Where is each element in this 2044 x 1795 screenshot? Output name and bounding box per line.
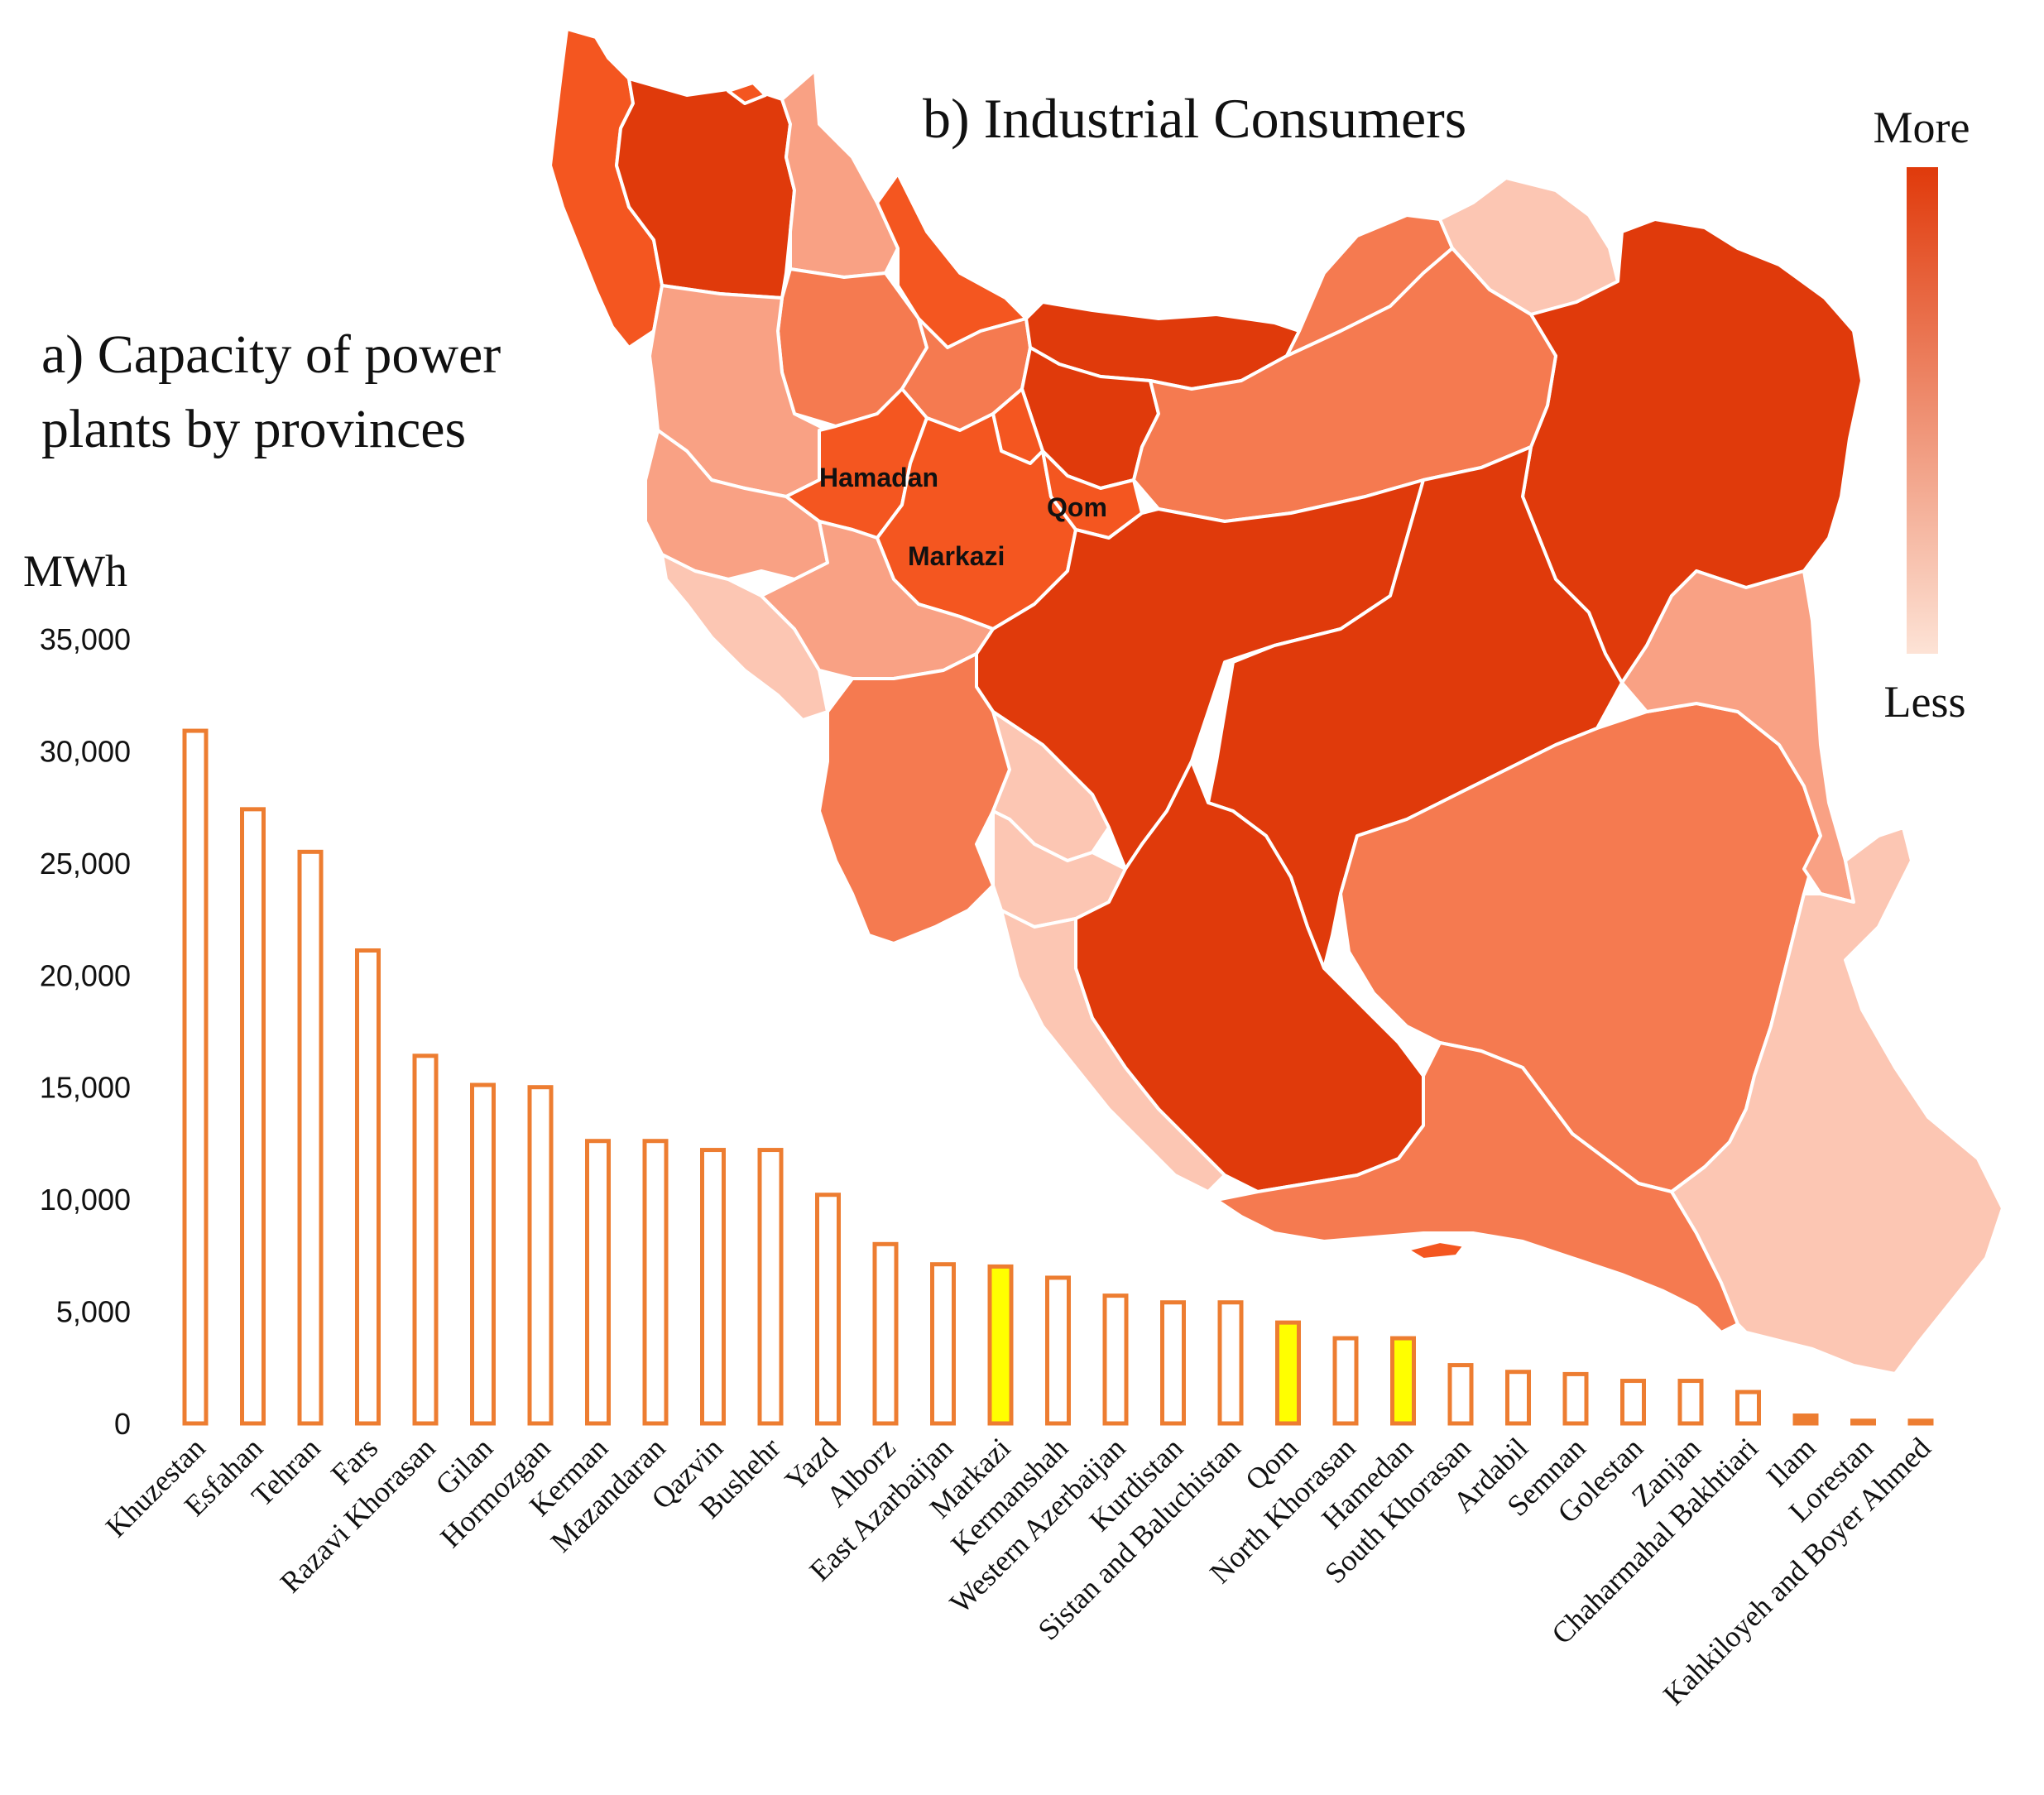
- bar-alborz: [872, 1241, 899, 1426]
- bar-kurdistan: [1160, 1300, 1186, 1426]
- y-axis-ticks: 0 5,000 10,000 15,000 20,000 25,000 30,000 35,0…: [40, 622, 131, 1441]
- province-ilam: [660, 553, 829, 722]
- bar-series: [182, 728, 1934, 1426]
- bar-kerman: [585, 1139, 611, 1426]
- bar-western-azerbaijan: [1102, 1293, 1129, 1426]
- bar-razavi-khorasan: [412, 1053, 439, 1426]
- bar-qazvin: [700, 1148, 726, 1426]
- y-tick-label: 20,000: [40, 958, 131, 992]
- bar-yazd: [815, 1193, 841, 1426]
- bar-gilan: [470, 1082, 496, 1426]
- bar-zanjan: [1677, 1379, 1704, 1426]
- bar-sistan-and-baluchistan: [1217, 1300, 1244, 1426]
- bar-markazi: [987, 1264, 1014, 1426]
- bar-chaharmahal-bakhtiari: [1735, 1389, 1761, 1426]
- iran-province-map: Hamadan Qom Markazi: [549, 27, 2004, 1375]
- y-tick-label: 25,000: [40, 847, 131, 881]
- bar-esfahan: [240, 807, 266, 1426]
- bar-semnan: [1562, 1371, 1589, 1426]
- y-tick-label: 30,000: [40, 734, 131, 768]
- bar-kahkiloyeh-and-boyer-ahmed: [1907, 1418, 1934, 1426]
- bar-bushehr: [757, 1148, 784, 1426]
- map-label-qom: Qom: [1047, 492, 1107, 522]
- legend-color-bar: [1907, 167, 1938, 654]
- chart-title: a) Capacity of power plants by provinces: [41, 324, 501, 459]
- bar-khuzestan: [182, 728, 209, 1426]
- island-qeshm: [1405, 1240, 1466, 1261]
- bar-hormozgan: [527, 1085, 554, 1426]
- map-label-hamadan: Hamadan: [819, 463, 938, 492]
- y-tick-label: 0: [114, 1407, 131, 1441]
- bar-mazandaran: [642, 1139, 669, 1426]
- y-axis-label: MWh: [23, 546, 127, 596]
- y-tick-label: 10,000: [40, 1183, 131, 1217]
- bar-fars: [355, 948, 381, 1426]
- province-ardabil: [780, 69, 900, 279]
- bar-tehran: [297, 849, 324, 1426]
- y-tick-label: 5,000: [56, 1295, 131, 1329]
- bar-hamedan: [1390, 1336, 1416, 1426]
- bar-north-khorasan: [1332, 1336, 1359, 1426]
- province-semnan: [1132, 247, 1557, 523]
- bar-kermanshah: [1045, 1275, 1071, 1426]
- legend-more-label: More: [1874, 103, 1970, 152]
- legend-less-label: Less: [1884, 677, 1966, 727]
- bar-ilam: [1792, 1413, 1819, 1426]
- bar-south-khorasan: [1447, 1363, 1474, 1426]
- bar-ardabil: [1505, 1370, 1531, 1426]
- map-legend: More Less: [1874, 103, 1970, 727]
- chart-title-line-2: plants by provinces: [41, 399, 466, 459]
- bar-lorestan: [1850, 1418, 1876, 1426]
- chart-title-line-1: a) Capacity of power: [41, 324, 501, 385]
- province-sistan-baluchistan: [1670, 826, 2004, 1375]
- bar-east-azarbaijan: [930, 1262, 956, 1426]
- y-tick-label: 35,000: [40, 622, 131, 656]
- map-title: b) Industrial Consumers: [923, 87, 1466, 150]
- island-north: [727, 81, 767, 105]
- bar-qom: [1275, 1320, 1301, 1426]
- map-label-markazi: Markazi: [908, 541, 1005, 571]
- y-tick-label: 15,000: [40, 1071, 131, 1105]
- bar-golestan: [1620, 1379, 1646, 1426]
